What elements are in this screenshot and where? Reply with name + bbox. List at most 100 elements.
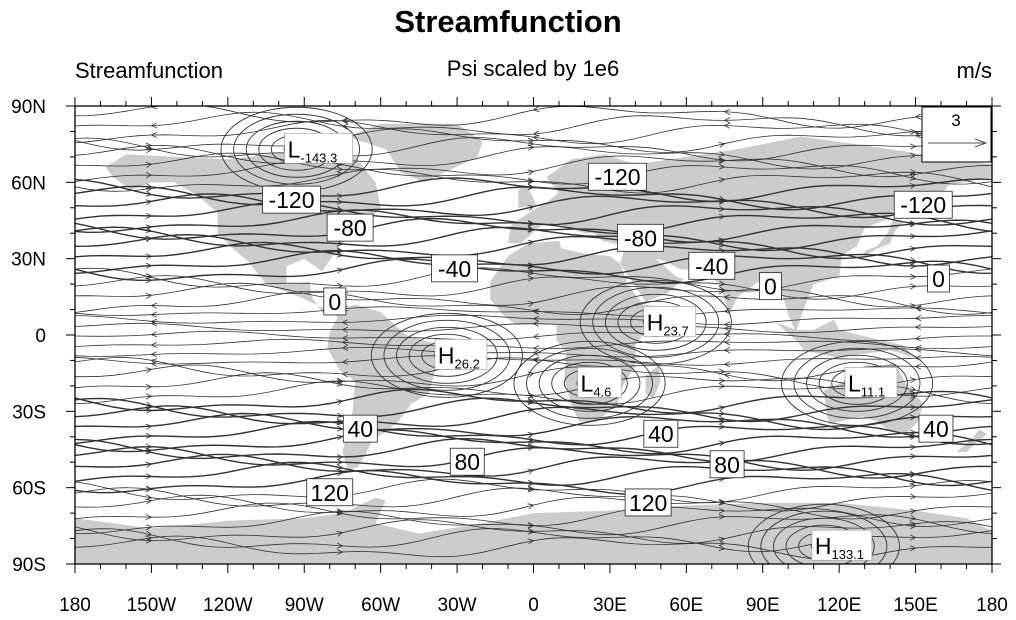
contour-label: -120 <box>588 162 647 191</box>
gyre-streamline <box>513 340 666 426</box>
streamline-arrowhead <box>718 423 726 430</box>
streamline-arrowhead <box>341 344 349 351</box>
streamline-arrowhead <box>909 444 917 451</box>
contour-label: 40 <box>342 414 378 443</box>
streamline-arrowhead <box>336 464 344 470</box>
contour-label-box <box>758 272 782 301</box>
streamline-arrowhead <box>336 377 344 384</box>
x-tick-label: 150E <box>893 595 937 616</box>
streamline-arrowhead <box>341 371 349 378</box>
streamline-arrowhead <box>914 335 922 342</box>
y-tick-label: 30S <box>12 402 46 423</box>
streamline-arrowhead <box>145 404 153 411</box>
extremum-box <box>284 132 353 164</box>
y-tick-label: 0 <box>35 326 46 347</box>
streamline-arrowhead <box>909 233 917 240</box>
streamline-arrowhead <box>341 118 349 125</box>
streamline-arrowhead <box>145 524 153 531</box>
streamline-arrowhead <box>527 169 535 176</box>
streamline-arrowhead <box>145 277 153 284</box>
streamline-arrowhead <box>150 331 158 338</box>
contour-label-box <box>893 190 953 219</box>
extremum-box <box>844 367 898 398</box>
extremum-box <box>811 529 873 561</box>
axis-tick-labels: 180 150W 120W 90W 60W 30W 0 30E 60E 90E 120E 150E 18… <box>11 97 1008 616</box>
contour-label-box <box>643 419 679 448</box>
streamline-arrowhead <box>723 372 731 379</box>
streamline-arrowhead <box>723 361 731 368</box>
streamline-arrowhead <box>145 485 153 492</box>
streamline-arrowhead <box>336 419 344 426</box>
streamline-arrowhead <box>718 280 726 287</box>
streamline-arrowhead <box>909 521 917 528</box>
contour-label: -40 <box>431 254 478 283</box>
x-tick-label: 120E <box>817 595 861 616</box>
contour-label-text: 40 <box>648 421 674 447</box>
streamline-arrowhead <box>718 440 726 447</box>
streamline-arrowhead <box>723 325 731 332</box>
contour-label: 80 <box>709 450 745 479</box>
streamline-arrowhead <box>718 151 726 157</box>
streamline-arrowhead <box>336 412 344 419</box>
streamline-arrowhead <box>527 468 535 475</box>
x-tick-label: 180 <box>59 595 91 616</box>
streamline-arrowhead <box>532 320 540 327</box>
contour-label-box <box>342 414 378 443</box>
streamline-arrowhead <box>336 198 344 205</box>
streamline-arrowhead <box>336 549 344 556</box>
streamline-arrowhead <box>718 177 726 184</box>
streamline-arrowhead <box>532 333 540 340</box>
contour-label: 0 <box>927 264 950 293</box>
streamline-arrowhead <box>336 240 344 247</box>
landmass-japan <box>864 220 903 257</box>
extremum-value: 11.1 <box>861 384 885 399</box>
contour-label-text: -40 <box>695 253 728 279</box>
streamline-arrowhead <box>718 418 726 425</box>
streamline-arrowhead <box>914 315 922 322</box>
streamline-arrowhead <box>527 239 535 246</box>
streamline-arrowhead <box>718 213 726 220</box>
streamline-arrowhead <box>336 508 344 515</box>
gyre-streamline <box>233 113 361 185</box>
extremum-low: L-143.3 <box>284 132 353 165</box>
streamline-arrowhead <box>336 470 344 477</box>
streamline-arrowhead <box>909 390 917 397</box>
streamline-arrowhead <box>336 530 344 537</box>
extremum-value: 4.6 <box>593 384 611 399</box>
streamline-arrowhead <box>909 128 917 135</box>
streamline-arrowhead <box>909 152 917 159</box>
gyre-streamline <box>383 319 511 391</box>
streamline-arrowhead <box>527 406 535 413</box>
streamline-arrowhead <box>527 144 535 151</box>
extremum-value: 133.1 <box>832 547 865 562</box>
streamline-arrowhead <box>723 347 731 354</box>
extremum-low: L4.6 <box>577 367 622 399</box>
contour-label-box <box>918 414 954 443</box>
streamline-arrowhead <box>718 205 726 212</box>
streamline-arrowhead <box>145 393 153 400</box>
contour-label-box <box>709 450 745 479</box>
contour-label: 40 <box>643 419 679 448</box>
streamline-arrowhead <box>145 190 153 197</box>
contour-label-box <box>323 287 347 316</box>
streamline-arrowhead <box>909 508 917 515</box>
streamline-arrowhead <box>341 319 349 326</box>
streamline-arrowhead <box>145 273 153 280</box>
streamline-arrowhead <box>336 207 344 214</box>
streamline-arrowhead <box>336 425 344 432</box>
streamline-arrowhead <box>914 113 922 120</box>
axis-ticks <box>66 97 1001 573</box>
streamline-arrowhead <box>909 143 917 150</box>
streamline-arrowhead <box>723 321 731 328</box>
streamline-arrowhead <box>145 383 153 390</box>
extremum-low: L11.1 <box>844 367 898 399</box>
streamline-arrowhead <box>341 358 349 365</box>
streamline-arrowhead <box>527 528 535 535</box>
streamline-arrowhead <box>527 275 535 282</box>
streamline-arrowhead <box>527 436 535 443</box>
extremum-value: -143.3 <box>300 150 337 165</box>
streamline-arrowhead <box>145 423 153 430</box>
reference-vector-label: 3 <box>951 111 960 130</box>
streamline-arrowhead <box>909 514 917 521</box>
gyre-streamline <box>551 361 628 405</box>
